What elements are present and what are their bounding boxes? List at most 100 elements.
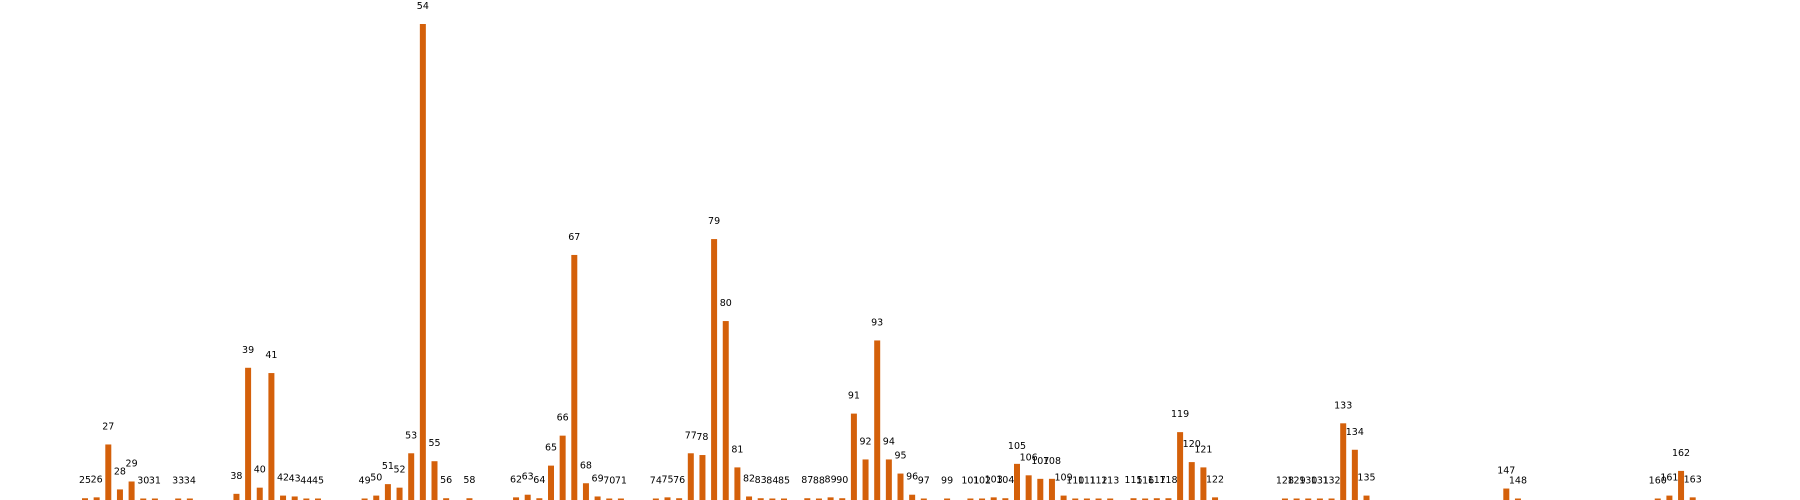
bar-147 [1503, 488, 1510, 500]
bar-49 [361, 498, 368, 500]
bar-111 [1083, 498, 1090, 500]
bar-78 [699, 455, 706, 500]
bar-74 [652, 498, 659, 500]
bar-label-131: 131 [1311, 476, 1329, 487]
bar-label-160: 160 [1649, 476, 1667, 487]
bar-41 [268, 373, 275, 500]
bar-label-66: 66 [557, 413, 569, 424]
bar-label-56: 56 [440, 475, 452, 486]
bar-label-91: 91 [848, 391, 860, 402]
bar-label-116: 116 [1136, 476, 1154, 487]
bar-label-109: 109 [1055, 473, 1073, 484]
bar-163 [1689, 497, 1696, 500]
bar-label-90: 90 [836, 475, 848, 486]
bar-120 [1188, 462, 1195, 500]
bar-27 [105, 444, 112, 500]
bar-88 [815, 498, 822, 500]
bar-106 [1025, 475, 1032, 500]
bar-69 [594, 496, 601, 500]
bar-56 [443, 498, 450, 500]
bar-label-28: 28 [114, 466, 126, 477]
bar-label-129: 129 [1288, 476, 1306, 487]
bar-45 [315, 498, 321, 500]
bar-65 [548, 465, 554, 500]
bar-label-112: 112 [1089, 476, 1107, 487]
bar-label-50: 50 [370, 473, 382, 484]
bar-label-38: 38 [230, 471, 242, 482]
bar-53 [408, 453, 415, 500]
bar-128 [1281, 498, 1288, 500]
bar-label-34: 34 [184, 476, 196, 487]
bar-label-76: 76 [673, 475, 685, 486]
bar-label-75: 75 [661, 474, 673, 485]
bar-label-81: 81 [731, 444, 743, 455]
bar-label-79: 79 [708, 216, 720, 227]
bar-80 [722, 321, 729, 500]
bar-label-82: 82 [743, 473, 755, 484]
bar-label-93: 93 [871, 317, 883, 328]
bar-label-122: 122 [1206, 474, 1224, 485]
bar-label-163: 163 [1684, 474, 1702, 485]
bar-135 [1363, 495, 1370, 500]
bar-label-52: 52 [394, 465, 406, 476]
bar-label-121: 121 [1194, 444, 1212, 455]
bar-label-99: 99 [941, 476, 953, 487]
bar-label-106: 106 [1020, 452, 1038, 463]
bar-34 [186, 498, 193, 500]
bar-108 [1048, 478, 1055, 500]
bar-148 [1514, 498, 1521, 500]
bar-50 [373, 495, 380, 500]
bar-label-113: 113 [1101, 476, 1119, 487]
bar-label-135: 135 [1357, 473, 1375, 484]
bar-85 [781, 498, 787, 500]
bar-40 [256, 487, 263, 500]
bar-label-117: 117 [1148, 475, 1166, 486]
bar-94 [885, 459, 892, 500]
bar-26 [93, 497, 100, 500]
bar-label-63: 63 [522, 472, 534, 483]
bar-129 [1293, 498, 1300, 500]
bar-160 [1654, 498, 1661, 500]
bar-29 [128, 481, 135, 500]
bar-label-118: 118 [1159, 475, 1177, 486]
bar-label-103: 103 [985, 474, 1003, 485]
bar-label-65: 65 [545, 443, 557, 454]
bar-label-80: 80 [720, 298, 732, 309]
bar-95 [897, 473, 904, 500]
bar-label-39: 39 [242, 345, 254, 356]
bar-132 [1328, 498, 1335, 500]
bar-label-120: 120 [1183, 439, 1201, 450]
bar-84 [769, 498, 776, 500]
bar-label-87: 87 [801, 475, 813, 486]
bar-31 [151, 498, 158, 500]
bar-label-107: 107 [1031, 456, 1049, 467]
bar-label-44: 44 [300, 476, 312, 487]
bar-70 [606, 498, 613, 500]
bar-label-111: 111 [1078, 476, 1096, 487]
bar-label-96: 96 [906, 472, 918, 483]
bar-110 [1072, 498, 1079, 500]
bar-93 [874, 340, 881, 500]
bar-label-70: 70 [603, 476, 615, 487]
bar-label-42: 42 [277, 473, 289, 484]
bar-label-62: 62 [510, 474, 522, 485]
bar-label-132: 132 [1322, 476, 1340, 487]
bar-117 [1153, 498, 1160, 500]
bar-label-119: 119 [1171, 409, 1189, 420]
bar-82 [746, 496, 753, 500]
bar-label-134: 134 [1346, 427, 1364, 438]
bar-label-77: 77 [685, 430, 697, 441]
bar-133 [1340, 423, 1347, 500]
bar-101 [967, 498, 974, 500]
bar-label-110: 110 [1066, 476, 1084, 487]
bar-label-55: 55 [428, 438, 440, 449]
bar-131 [1316, 498, 1323, 500]
bar-label-27: 27 [102, 421, 114, 432]
bar-99 [944, 498, 951, 500]
bar-label-130: 130 [1299, 476, 1317, 487]
bar-label-97: 97 [918, 476, 930, 487]
bar-42 [280, 495, 287, 500]
bar-label-94: 94 [883, 436, 895, 447]
bar-label-84: 84 [766, 476, 778, 487]
